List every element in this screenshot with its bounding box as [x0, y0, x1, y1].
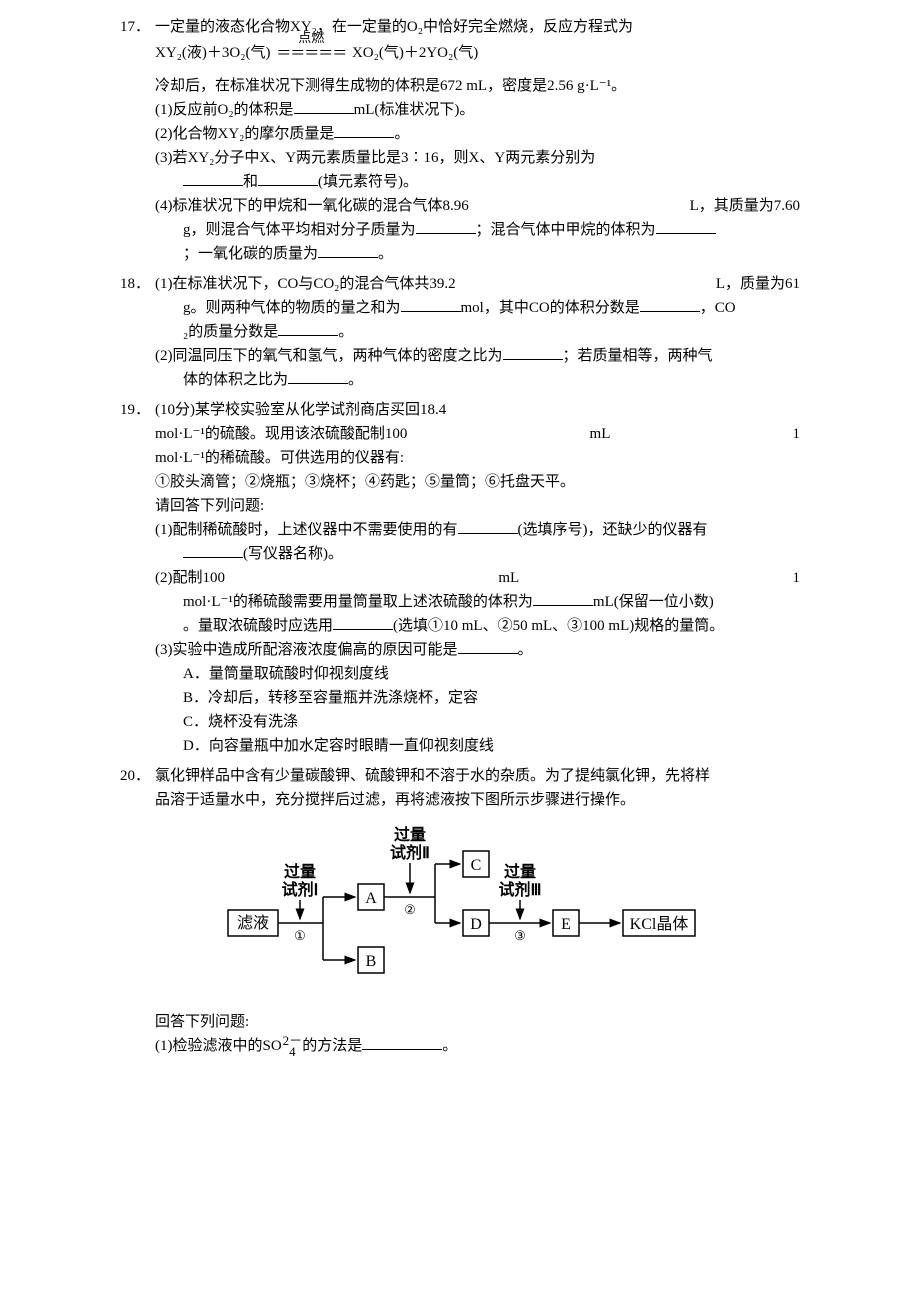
q19-intro-c: mol·L⁻¹的稀硫酸。可供选用的仪器有:: [120, 446, 800, 470]
q20-part1: (1)检验滤液中的SO2－4的方法是。: [120, 1034, 800, 1058]
q19-number: 19．: [120, 398, 155, 422]
q19-part2c: 。量取浓硫酸时应选用(选填①10 mL、②50 mL、③100 mL)规格的量筒…: [120, 614, 800, 638]
blank: [318, 242, 378, 258]
q19-part3a: (3)实验中造成所配溶液浓度偏高的原因可能是。: [120, 638, 800, 662]
q17-number: 17．: [120, 15, 155, 39]
blank: [278, 320, 338, 336]
q20-intro2: 品溶于适量水中，充分搅拌后过滤，再将滤液按下图所示步骤进行操作。: [120, 788, 800, 812]
label-shiji1: 试剂Ⅰ: [282, 880, 319, 899]
question-17: 17． 一定量的液态化合物XY₂，在一定量的O₂中恰好完全燃烧，反应方程式为 X…: [120, 15, 800, 266]
q20-ask: 回答下列问题:: [120, 1010, 800, 1034]
q19-part1b: (写仪器名称)。: [120, 542, 800, 566]
blank: [416, 218, 476, 234]
q18-part1c: ₂的质量分数是。: [120, 320, 800, 344]
q17-part4a: (4)标准状况下的甲烷和一氧化碳的混合气体8.96L，其质量为7.60: [120, 194, 800, 218]
q19-ask: 请回答下列问题:: [120, 494, 800, 518]
question-18: 18． (1)在标准状况下，CO与CO₂的混合气体共39.2L，质量为61 g。…: [120, 272, 800, 392]
question-20: 20． 氯化钾样品中含有少量碳酸钾、硫酸钾和不溶于水的杂质。为了提纯氯化钾，先将…: [120, 764, 800, 1058]
q18-part1a: 18． (1)在标准状况下，CO与CO₂的混合气体共39.2L，质量为61: [120, 272, 800, 296]
q19-part2a: (2)配制100 mL 1: [120, 566, 800, 590]
label-c1: ①: [294, 928, 306, 943]
label-D: D: [470, 916, 482, 933]
q19-optA: A．量筒量取硫酸时仰视刻度线: [120, 662, 800, 686]
flowchart-svg: 滤液 ① 过量 试剂Ⅰ A B ② 过量 试剂Ⅱ: [220, 822, 700, 992]
reaction-rhs: XO₂(气)＋2YO₂(气): [352, 45, 478, 61]
blank: [333, 614, 393, 630]
q17-part3b: 和(填元素符号)。: [120, 170, 800, 194]
blank: [258, 170, 318, 186]
q17-reaction: XY₂(液)＋3O₂(气) 点燃 ＝＝＝＝＝ XO₂(气)＋2YO₂(气): [155, 41, 800, 66]
so4-superscript: 2－4: [283, 1035, 303, 1057]
blank: [503, 344, 563, 360]
q17-part2: (2)化合物XY₂的摩尔质量是。: [120, 122, 800, 146]
reaction-arrow: 点燃 ＝＝＝＝＝: [274, 42, 348, 66]
label-guoliang1a: 过量: [284, 862, 316, 881]
blank: [640, 296, 700, 312]
q17-part4b: g，则混合气体平均相对分子质量为；混合气体中甲烷的体积为: [120, 218, 800, 242]
q19-intro-a: (10分)某学校实验室从化学试剂商店买回18.4: [155, 398, 800, 422]
reaction-condition: 点燃: [274, 28, 348, 49]
blank: [458, 518, 518, 534]
label-c2: ②: [404, 902, 416, 917]
q17-line2: 冷却后，在标准状况下测得生成物的体积是672 mL，密度是2.56 g·L⁻¹。: [120, 74, 800, 98]
label-kcl: KCl晶体: [630, 915, 689, 933]
label-C: C: [471, 857, 482, 874]
label-B: B: [366, 953, 377, 970]
q19-optB: B．冷却后，转移至容量瓶并洗涤烧杯，定容: [120, 686, 800, 710]
label-lvye: 滤液: [237, 914, 269, 932]
q17-part1: (1)反应前O₂的体积是mL(标准状况下)。: [120, 98, 800, 122]
q18-part2a: (2)同温同压下的氧气和氢气，两种气体的密度之比为；若质量相等，两种气: [120, 344, 800, 368]
blank: [362, 1034, 442, 1050]
question-19: 19． (10分)某学校实验室从化学试剂商店买回18.4 mol·L⁻¹的硫酸。…: [120, 398, 800, 758]
label-A: A: [365, 890, 377, 907]
label-shiji3: 试剂Ⅲ: [498, 880, 541, 899]
q19-optD: D．向容量瓶中加水定容时眼睛一直仰视刻度线: [120, 734, 800, 758]
q19-part1a: (1)配制稀硫酸时，上述仪器中不需要使用的有(选填序号)，还缺少的仪器有: [120, 518, 800, 542]
blank: [183, 542, 243, 558]
reaction-lhs: XY₂(液)＋3O₂(气): [155, 45, 270, 61]
q20-diagram: 滤液 ① 过量 试剂Ⅰ A B ② 过量 试剂Ⅱ: [120, 822, 800, 1000]
q18-part2b: 体的体积之比为。: [120, 368, 800, 392]
q19-optC: C．烧杯没有洗涤: [120, 710, 800, 734]
blank: [656, 218, 716, 234]
blank: [458, 638, 518, 654]
q20-intro1: 氯化钾样品中含有少量碳酸钾、硫酸钾和不溶于水的杂质。为了提纯氯化钾，先将样: [155, 764, 800, 788]
blank: [288, 368, 348, 384]
q18-part1b: g。则两种气体的物质的量之和为mol，其中CO的体积分数是，CO: [120, 296, 800, 320]
blank: [183, 170, 243, 186]
label-c3: ③: [514, 928, 526, 943]
blank: [401, 296, 461, 312]
blank: [334, 122, 394, 138]
q18-number: 18．: [120, 272, 155, 296]
q19-intro-b: mol·L⁻¹的硫酸。现用该浓硫酸配制100 mL 1: [120, 422, 800, 446]
label-shiji2: 试剂Ⅱ: [390, 843, 430, 862]
blank: [533, 590, 593, 606]
label-guoliang3a: 过量: [504, 862, 536, 881]
q20-number: 20．: [120, 764, 155, 788]
q17-intro: 一定量的液态化合物XY₂，在一定量的O₂中恰好完全燃烧，反应方程式为: [155, 15, 800, 39]
label-E: E: [561, 916, 571, 933]
q17-part3: (3)若XY₂分子中X、Y两元素质量比是3∶16，则X、Y两元素分别为: [120, 146, 800, 170]
q19-part2b: mol·L⁻¹的稀硫酸需要用量筒量取上述浓硫酸的体积为mL(保留一位小数): [120, 590, 800, 614]
q17-part4c: ；一氧化碳的质量为。: [120, 242, 800, 266]
q19-items: ①胶头滴管；②烧瓶；③烧杯；④药匙；⑤量筒；⑥托盘天平。: [120, 470, 800, 494]
label-guoliang2a: 过量: [394, 825, 426, 844]
blank: [294, 98, 354, 114]
